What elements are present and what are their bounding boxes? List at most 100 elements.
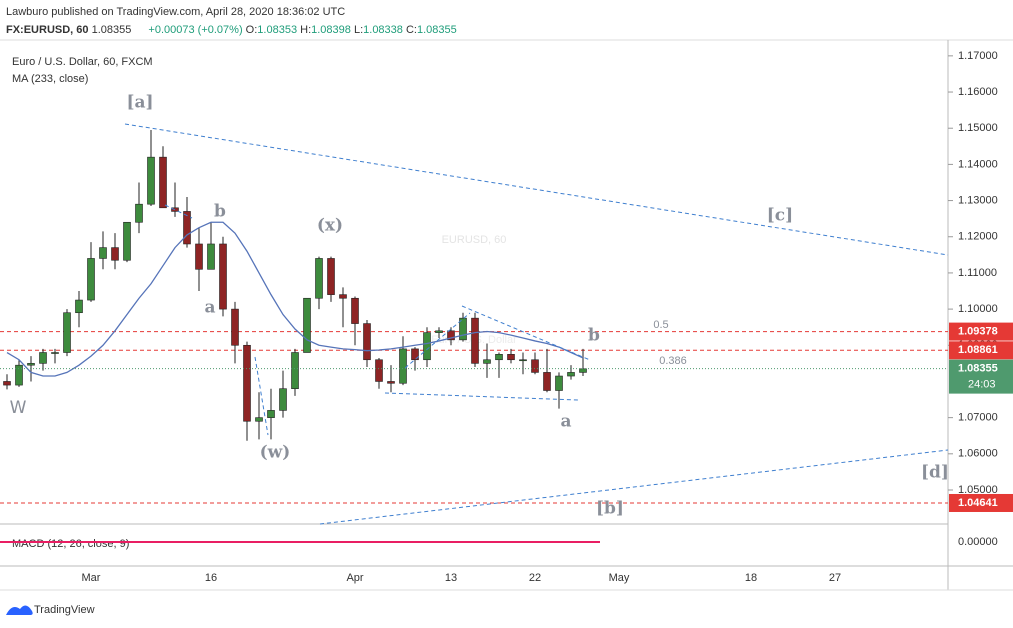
candle-body xyxy=(579,368,587,373)
x-tick-label: 13 xyxy=(445,572,457,584)
candle-body xyxy=(507,354,515,361)
candle-body xyxy=(27,363,35,366)
trendline xyxy=(461,305,591,361)
candle-body xyxy=(267,410,275,418)
candle-body xyxy=(219,243,227,310)
y-tick-label: 1.11000 xyxy=(958,267,997,279)
price-box xyxy=(949,341,1013,360)
candle-body xyxy=(471,317,479,364)
wave-label: (x) xyxy=(317,216,343,236)
logo: TradingView xyxy=(6,604,95,616)
last: 1.08355 xyxy=(92,24,132,36)
ma-legend: MA (233, close) xyxy=(12,73,88,85)
candle-body xyxy=(543,372,551,391)
candle-body xyxy=(339,294,347,299)
candle-body xyxy=(243,344,251,422)
y-tick-label: 1.16000 xyxy=(958,86,998,98)
h-label: H: xyxy=(300,24,311,36)
logo-icon xyxy=(6,605,33,615)
y-tick-label: 1.17000 xyxy=(958,50,998,62)
candle-body xyxy=(111,247,119,261)
candle-body xyxy=(327,258,335,295)
candle-body xyxy=(423,332,431,361)
symbol: FX:EURUSD, 60 xyxy=(6,24,89,36)
brand: TradingView xyxy=(34,604,95,616)
l-label: L: xyxy=(354,24,363,36)
wave-label: (w) xyxy=(260,443,291,463)
wave-label: [b] xyxy=(596,499,624,519)
price-box xyxy=(949,322,1013,341)
plot xyxy=(0,130,948,504)
price-box-label: 1.04641 xyxy=(958,497,998,509)
wave-label: W xyxy=(10,398,27,418)
candle-body xyxy=(51,352,59,354)
y-tick-label: 1.14000 xyxy=(958,158,998,170)
trendline xyxy=(404,312,471,369)
wave-label: [d] xyxy=(921,463,949,483)
h: 1.08398 xyxy=(311,24,351,36)
countdown: 24:03 xyxy=(968,379,996,391)
candle-body xyxy=(63,312,71,353)
candle-body xyxy=(147,156,155,205)
wave-label: a xyxy=(204,298,215,318)
trendline xyxy=(164,204,193,219)
candle-body xyxy=(75,299,83,314)
wave-label: a xyxy=(560,412,571,432)
wave-label: b xyxy=(588,326,600,346)
candle-body xyxy=(519,359,527,362)
macd-tick-label: 0.00000 xyxy=(958,536,998,548)
symbol-line: FX:EURUSD, 60 1.08355 +0.00073 (+0.07%) … xyxy=(6,24,457,36)
candle-body xyxy=(87,258,95,301)
candle-body xyxy=(159,156,167,209)
candle-body xyxy=(399,348,407,384)
x-tick-label: Mar xyxy=(82,572,101,584)
x-tick-label: 18 xyxy=(745,572,757,584)
y-tick-label: 1.06000 xyxy=(958,448,998,460)
y-tick-label: 1.12000 xyxy=(958,231,998,243)
price-box xyxy=(949,493,1013,512)
fib-label: 0.386 xyxy=(659,355,687,367)
candle-body xyxy=(207,243,215,270)
candle-body xyxy=(39,352,47,364)
candle-body xyxy=(135,203,143,223)
candle-body xyxy=(375,359,383,382)
candle-body xyxy=(387,381,395,384)
c: 1.08355 xyxy=(417,24,457,36)
o: 1.08353 xyxy=(257,24,297,36)
candle-body xyxy=(567,372,575,377)
candle-body xyxy=(291,352,299,389)
candle-body xyxy=(171,207,179,212)
trendline xyxy=(319,449,949,525)
last-price-label: 1.08355 xyxy=(958,363,998,375)
chart-title: Euro / U.S. Dollar, 60, FXCM xyxy=(12,56,153,68)
y-tick-label: 1.15000 xyxy=(958,122,998,134)
y-tick-label: 1.07000 xyxy=(958,412,998,424)
candle-body xyxy=(483,359,491,364)
c-label: C: xyxy=(406,24,417,36)
candle-body xyxy=(351,297,359,324)
x-tick-label: May xyxy=(609,572,630,584)
candle-body xyxy=(459,317,467,341)
candle-body xyxy=(555,375,563,391)
x-tick-label: 22 xyxy=(529,572,541,584)
candle-body xyxy=(363,323,371,361)
candle-body xyxy=(315,258,323,299)
candle-body xyxy=(447,330,455,341)
candle-body xyxy=(255,417,263,422)
y-tick-label: 1.10000 xyxy=(958,303,998,315)
candle-body xyxy=(123,221,131,261)
candle-body xyxy=(3,381,11,386)
candle-body xyxy=(183,211,191,245)
candle-body xyxy=(231,308,239,346)
l: 1.08338 xyxy=(363,24,403,36)
candle-body xyxy=(195,243,203,270)
candle-body xyxy=(15,364,23,386)
candle-body xyxy=(495,354,503,361)
fib-label: 0.5 xyxy=(653,319,668,331)
price-box-label: 1.09378 xyxy=(958,326,998,338)
candle-body xyxy=(279,388,287,411)
y-tick-label: 1.13000 xyxy=(958,194,998,206)
x-tick-label: 27 xyxy=(829,572,841,584)
